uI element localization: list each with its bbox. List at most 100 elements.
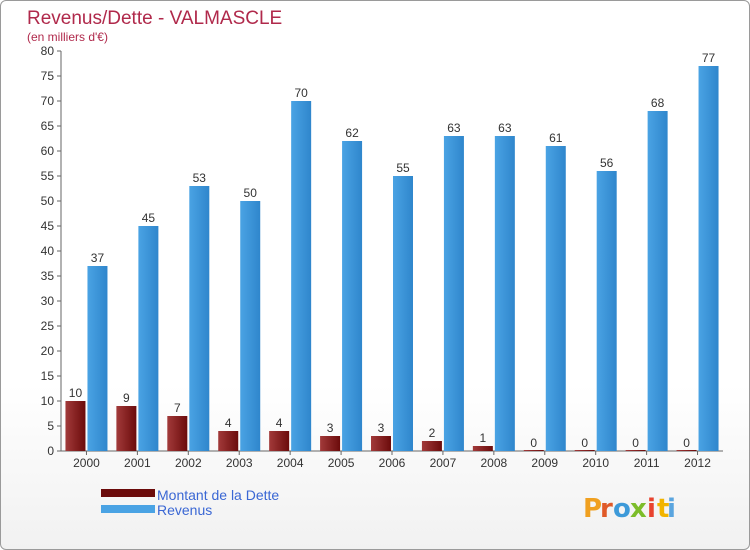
chart-subtitle: (en milliers d'€) <box>27 30 108 44</box>
data-label-revenue-2011: 68 <box>651 96 665 110</box>
bar-debt-2002 <box>167 416 188 451</box>
logo-letter: t <box>657 494 669 524</box>
x-tick-label: 2006 <box>379 456 406 470</box>
data-label-debt-2005: 3 <box>327 421 334 435</box>
proxiti-logo: Pr o x i ti <box>583 494 676 524</box>
data-label-debt-2003: 4 <box>225 416 232 430</box>
data-label-debt-2010: 0 <box>581 436 588 450</box>
y-tick-label: 50 <box>41 194 55 208</box>
data-label-revenue-2002: 53 <box>193 171 207 185</box>
x-tick-label: 2000 <box>73 456 100 470</box>
legend-item-debt: Montant de la Dette <box>101 487 279 503</box>
data-label-revenue-2009: 61 <box>549 131 563 145</box>
legend-label-revenue: Revenus <box>157 502 212 518</box>
data-label-revenue-2007: 63 <box>447 121 461 135</box>
logo-letter: o <box>613 494 631 524</box>
bar-revenue-2006 <box>393 176 413 451</box>
data-label-debt-2007: 2 <box>429 426 436 440</box>
bar-revenue-2002 <box>189 186 210 451</box>
data-label-revenue-2000: 37 <box>91 251 105 265</box>
legend-swatch-revenue <box>101 505 155 513</box>
bar-revenue-2005 <box>342 141 363 451</box>
x-tick-label: 2009 <box>531 456 558 470</box>
x-tick-label: 2007 <box>430 456 457 470</box>
y-tick-label: 65 <box>41 119 55 133</box>
bar-debt-2004 <box>269 431 290 451</box>
bar-debt-2009 <box>523 450 544 451</box>
bar-debt-2012 <box>676 450 697 451</box>
y-tick-label: 70 <box>41 94 55 108</box>
y-tick-label: 5 <box>47 419 54 433</box>
data-label-revenue-2006: 55 <box>396 161 410 175</box>
data-label-debt-2002: 7 <box>174 401 181 415</box>
x-tick-label: 2005 <box>328 456 355 470</box>
chart-title: Revenus/Dette - VALMASCLE <box>27 8 282 29</box>
data-label-revenue-2004: 70 <box>294 86 308 100</box>
bar-revenue-2009 <box>545 146 566 451</box>
data-label-revenue-2010: 56 <box>600 156 614 170</box>
data-label-debt-2000: 10 <box>69 386 83 400</box>
y-tick-label: 25 <box>41 319 55 333</box>
y-tick-label: 55 <box>41 169 55 183</box>
data-label-debt-2008: 1 <box>480 431 487 445</box>
bar-debt-2006 <box>371 436 391 451</box>
bar-debt-2001 <box>116 406 137 451</box>
logo-letter: r <box>600 494 613 524</box>
bar-revenue-2008 <box>494 136 515 451</box>
bar-debt-2003 <box>218 431 239 451</box>
logo-letter: x <box>630 494 647 524</box>
data-label-debt-2011: 0 <box>632 436 639 450</box>
y-tick-label: 60 <box>41 144 55 158</box>
bar-debt-2000 <box>65 401 86 451</box>
data-label-revenue-2012: 77 <box>702 51 716 65</box>
bars <box>65 66 719 451</box>
y-tick-label: 30 <box>41 294 55 308</box>
x-tick-label: 2008 <box>480 456 507 470</box>
y-tick-label: 75 <box>41 69 55 83</box>
x-tick-label: 2011 <box>634 456 660 470</box>
x-tick-label: 2004 <box>277 456 304 470</box>
legend: Montant de la Dette Revenus <box>101 487 279 518</box>
logo-letter: i <box>647 494 656 524</box>
y-tick-label: 20 <box>41 344 55 358</box>
data-label-debt-2001: 9 <box>123 391 130 405</box>
bar-revenue-2000 <box>87 266 108 451</box>
bar-debt-2011 <box>625 450 646 451</box>
bar-revenue-2004 <box>291 101 312 451</box>
bar-revenue-2011 <box>647 111 668 451</box>
y-tick-label: 10 <box>41 394 55 408</box>
data-label-revenue-2003: 50 <box>244 186 258 200</box>
data-labels: 10 37 9 45 7 53 4 50 4 70 3 62 3 55 2 63 1 63 0 61 0 56 0 68 0 77 <box>69 51 716 450</box>
bar-debt-2008 <box>472 446 493 451</box>
bar-revenue-2001 <box>138 226 159 451</box>
x-axis: 2000 2001 2002 2003 2004 2005 2006 2007 2008 2009… <box>61 450 723 470</box>
legend-swatch-debt <box>101 489 155 497</box>
x-tick-label: 2012 <box>684 456 711 470</box>
y-tick-label: 0 <box>47 444 54 458</box>
bar-debt-2010 <box>574 450 595 451</box>
bar-revenue-2003 <box>240 201 261 451</box>
data-label-debt-2009: 0 <box>530 436 537 450</box>
bar-revenue-2010 <box>596 171 617 451</box>
x-tick-label: 2010 <box>582 456 609 470</box>
data-label-revenue-2005: 62 <box>345 126 359 140</box>
legend-item-revenue: Revenus <box>101 502 212 518</box>
x-tick-label: 2001 <box>124 456 151 470</box>
bar-revenue-2012 <box>698 66 719 451</box>
y-tick-label: 35 <box>41 269 55 283</box>
legend-label-debt: Montant de la Dette <box>157 487 279 503</box>
data-label-debt-2004: 4 <box>276 416 283 430</box>
x-tick-label: 2003 <box>226 456 253 470</box>
bar-revenue-2007 <box>443 136 464 451</box>
y-tick-label: 40 <box>41 244 55 258</box>
y-tick-label: 15 <box>41 369 55 383</box>
logo-letter: i <box>667 494 676 524</box>
x-tick-label: 2002 <box>175 456 202 470</box>
y-axis: 0 5 10 15 20 25 30 35 40 45 50 55 60 65 70 75 80 <box>41 44 62 458</box>
data-label-debt-2006: 3 <box>378 421 385 435</box>
bar-debt-2005 <box>320 436 341 451</box>
bar-debt-2007 <box>421 441 442 451</box>
data-label-debt-2012: 0 <box>683 436 690 450</box>
